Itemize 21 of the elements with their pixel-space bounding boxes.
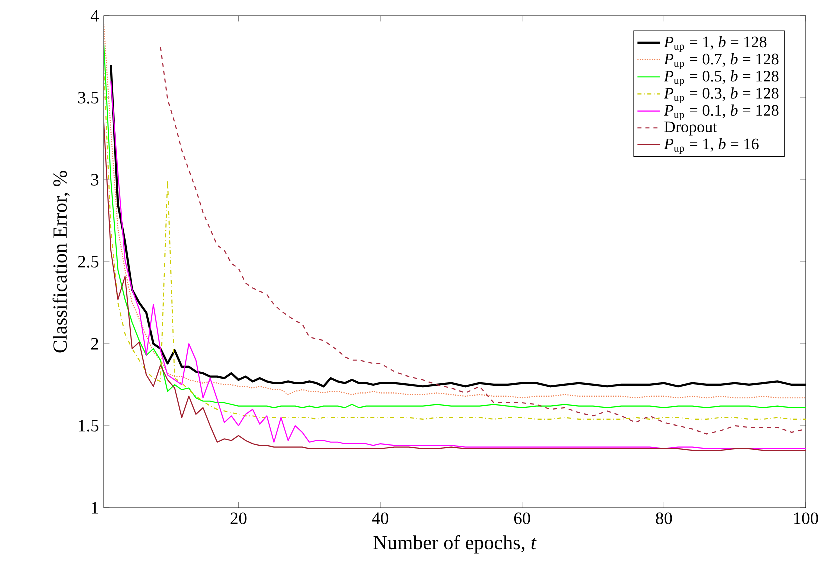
x-tick-label: 100	[794, 512, 818, 524]
legend-label: P$_{up}$ = 0.5, b = 128	[664, 70, 779, 86]
y-tick-label: 1.5	[79, 420, 99, 432]
x-tick-label: 80	[656, 512, 672, 524]
x-tick-label: 20	[230, 512, 247, 524]
y-tick-label: 1	[92, 502, 98, 514]
legend-label: Dropout	[664, 122, 718, 136]
legend-label: P$_{up}$ = 0.1, b = 128	[664, 104, 779, 121]
y-tick-label: 3	[91, 174, 99, 186]
legend-label: P$_{up}$ = 0.7, b = 128	[664, 53, 779, 70]
y-tick-label: 2.5	[78, 256, 99, 268]
y-tick-label: 2	[91, 338, 98, 350]
x-axis-title: Number of epochs, t	[374, 535, 537, 554]
legend-label: P$_{up}$ = 1, b = 16	[664, 138, 759, 154]
x-tick-label: 60	[514, 512, 530, 524]
y-tick-label: 4	[90, 10, 100, 22]
legend-label: P$_{up}$ = 0.3, b = 128	[664, 88, 779, 104]
legend-label: P$_{up}$ = 1, b = 128	[664, 36, 767, 52]
y-axis-title: Classification Error, %	[52, 171, 70, 353]
y-tick-label: 3.5	[78, 92, 99, 104]
x-tick-label: 40	[372, 512, 389, 524]
